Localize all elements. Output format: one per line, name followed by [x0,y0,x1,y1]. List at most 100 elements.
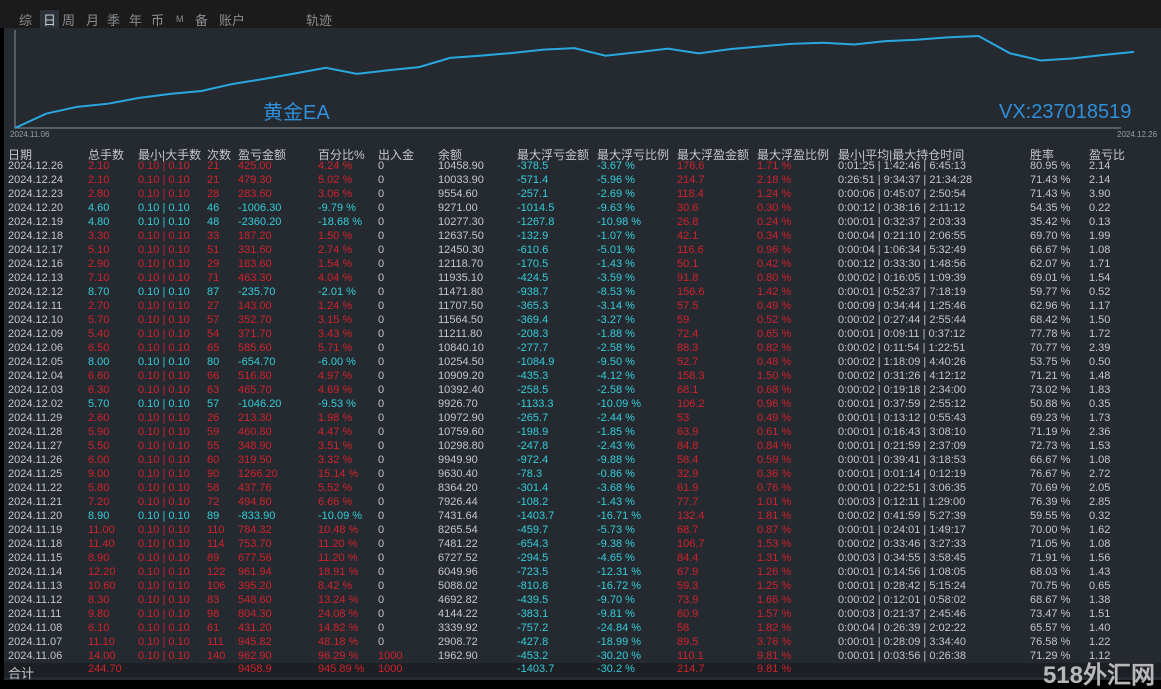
tab-6[interactable]: 币 [151,13,165,28]
cell-14: 1.17 [1089,300,1111,312]
cell-5: 4.47 % [318,426,353,438]
column-header-11[interactable]: 最大浮盈比例 [757,148,830,162]
cell-0: 2024.11.13 [8,580,63,592]
cell-11: 9.81 % [757,650,792,662]
cell-6: 0 [378,160,385,172]
cell-10: 132.4 [677,510,705,522]
column-header-14[interactable]: 盈亏比 [1089,148,1126,162]
cell-4: 463.30 [238,272,272,284]
cell-1: 11.00 [88,524,115,536]
column-header-13[interactable]: 胜率 [1030,148,1055,162]
cell-13: 53.75 % [1030,356,1071,368]
cell-1: 8.00 [88,356,110,368]
cell-0: 2024.11.25 [8,468,63,480]
cell-5: 3.51 % [318,440,353,452]
cell-1: 2.80 [88,188,110,200]
cell-1: 5.50 [88,440,110,452]
cell-11: 0.24 % [757,216,792,228]
tab-9[interactable]: 账户 [219,13,246,28]
cell-13: 76.39 % [1030,496,1071,508]
cell-11: 0.82 % [757,342,792,354]
cell-7: 7926.44 [438,496,478,508]
cell-13: 68.42 % [1030,314,1071,326]
cell-13: 73.02 % [1030,384,1071,396]
cell-4: 804.30 [238,608,272,620]
column-header-10[interactable]: 最大浮盈金额 [677,148,750,162]
cell-5: -2.01 % [318,286,356,298]
cell-7: 10277.30 [438,216,484,228]
column-header-5[interactable]: 百分比% [318,148,365,162]
cell-1: 8.30 [88,594,110,606]
cell-6: 0 [378,258,385,270]
column-header-3[interactable]: 次数 [207,148,232,162]
cell-4: 348.90 [238,440,272,452]
cell-14: 1.08 [1089,454,1111,466]
cell-14: 1.56 [1089,552,1111,564]
cell-5: 4.97 % [318,370,353,382]
cell-0: 2024.12.26 [8,160,64,172]
total-label: 合计 [8,666,35,681]
cell-3: 89 [207,510,220,522]
tab-0[interactable]: 综 [19,13,33,28]
cell-8: -1133.3 [517,398,554,410]
cell-5: 14.82 % [318,622,359,634]
column-header-6[interactable]: 出入金 [378,148,415,162]
cell-0: 2024.11.07 [8,636,63,648]
cell-0: 2024.11.20 [8,510,63,522]
cell-5: 3.43 % [318,328,353,340]
column-header-0[interactable]: 日期 [8,148,33,162]
cell-4: 331.60 [238,244,272,256]
tab-1[interactable]: 日 [40,10,60,29]
cell-1: 7.20 [88,496,110,508]
cell-2: 0.10 | 0.10 [138,622,190,634]
cell-4: 479.30 [238,174,272,186]
total-pct: 945.89 % [318,663,365,675]
cell-14: 2.36 [1089,426,1111,438]
cell-5: 1.98 % [318,412,353,424]
cell-1: 7.10 [88,272,110,284]
tab-3[interactable]: 月 [86,13,100,28]
cell-11: 1.25 % [757,580,792,592]
cell-8: -383.1 [517,608,549,620]
cell-9: -4.65 % [597,552,635,564]
cell-0: 2024.11.15 [8,552,63,564]
cell-6: 0 [378,356,385,368]
cell-13: 50.88 % [1030,398,1071,410]
cell-13: 68.67 % [1030,594,1071,606]
cell-13: 73.47 % [1030,608,1071,620]
cell-9: -10.98 % [597,216,642,228]
column-header-1[interactable]: 总手数 [88,148,125,162]
cell-9: -9.38 % [597,538,635,550]
cell-7: 9554.60 [438,188,478,200]
cell-14: 0.13 [1089,216,1111,228]
tab-5[interactable]: 年 [129,13,143,28]
cell-9: -30.20 % [597,650,642,662]
tab-8[interactable]: 备 [195,13,209,28]
cell-4: 465.70 [238,384,272,396]
column-header-12[interactable]: 最小|平均|最大持仓时间 [838,148,965,162]
cell-12: 0:00:01 | 0:28:42 | 5:15:24 [838,580,967,592]
cell-14: 1.83 [1089,384,1111,396]
tab-2[interactable]: 周 [62,13,76,28]
cell-4: 187.20 [238,230,272,242]
column-header-4[interactable]: 盈亏金额 [238,148,287,162]
tab-7[interactable]: M [176,14,184,24]
cell-8: -427.8 [517,636,549,648]
brand-watermark: 518外汇网 [1042,662,1155,689]
cell-12: 0:00:12 | 0:33:30 | 1:48:56 [838,258,967,270]
cell-2: 0.10 | 0.10 [138,328,190,340]
cell-3: 71 [207,272,220,284]
cell-14: 1.43 [1089,566,1111,578]
column-header-7[interactable]: 余额 [438,148,463,162]
cell-14: 1.22 [1089,636,1111,648]
cell-9: -5.01 % [597,244,635,256]
column-header-8[interactable]: 最大浮亏金额 [517,148,590,162]
column-header-9[interactable]: 最大浮亏比例 [597,148,670,162]
cell-8: -1014.5 [517,202,555,214]
tab-4[interactable]: 季 [107,13,121,28]
column-header-2[interactable]: 最小|大手数 [138,148,202,162]
cell-13: 66.67 % [1030,244,1071,256]
tab-10[interactable]: 轨迹 [306,13,333,28]
cell-11: 1.31 % [757,552,792,564]
cell-13: 71.29 % [1030,650,1071,662]
